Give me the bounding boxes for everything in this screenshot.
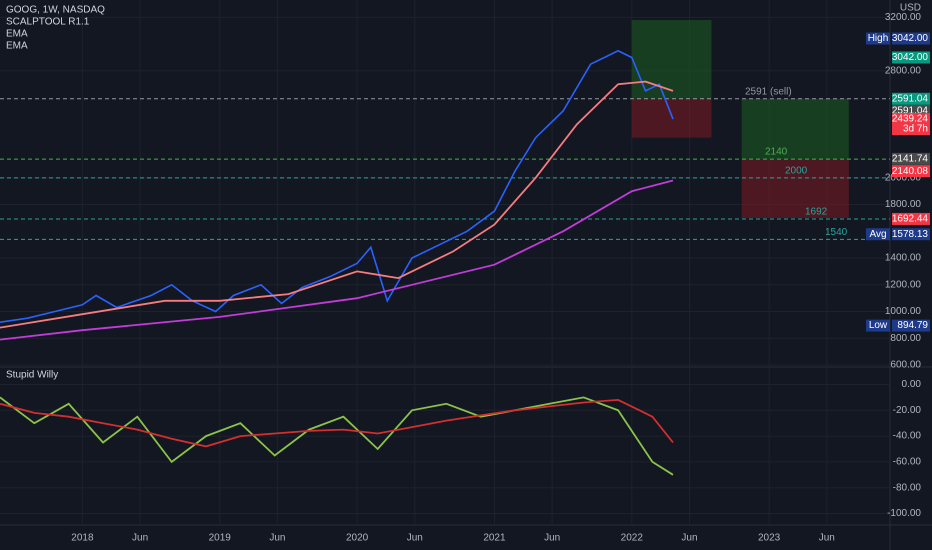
badge-name-bg — [866, 32, 890, 45]
price-badge — [892, 228, 930, 241]
y-tick-label: 1400.00 — [885, 253, 922, 264]
level-label: 2140 — [765, 147, 788, 158]
price-badge-label: 2141.74 — [892, 154, 929, 165]
series-line — [0, 179, 674, 341]
badge-name: Avg — [869, 229, 886, 240]
y-tick-label: -20.00 — [893, 405, 922, 416]
y-tick-label: -80.00 — [893, 482, 922, 493]
price-badge — [892, 113, 930, 136]
price-badge-label: 3042.00 — [892, 52, 929, 63]
price-badge-label: 2591.04 — [892, 93, 929, 104]
x-tick-label: Jun — [681, 533, 697, 544]
x-tick-label: 2023 — [758, 533, 781, 544]
price-badge — [892, 92, 930, 105]
y-tick-label: 1800.00 — [885, 199, 922, 210]
y-tick-label: 0.00 — [902, 379, 922, 390]
price-badge-label: 2439.24 — [892, 114, 929, 125]
y-tick-label: 2800.00 — [885, 66, 922, 77]
price-badge-label: 2140.08 — [892, 166, 929, 177]
price-badge — [892, 165, 930, 178]
x-tick-label: 2018 — [71, 533, 94, 544]
series-line — [0, 80, 674, 329]
price-badge — [892, 152, 930, 165]
price-badge-label: 2591.04 — [892, 106, 929, 117]
trade-zone — [741, 98, 849, 160]
price-badge — [892, 32, 930, 45]
indicator: EMA — [6, 41, 28, 52]
badge-name: Low — [869, 320, 888, 331]
indicator: EMA — [6, 29, 28, 40]
x-tick-label: 2021 — [483, 533, 506, 544]
y-tick-label: -60.00 — [893, 457, 922, 468]
indicator: SCALPTOOL R1.1 — [6, 17, 90, 28]
level-label: 1540 — [825, 227, 848, 238]
y-tick-label: 1200.00 — [885, 279, 922, 290]
symbol: GOOG, 1W, NASDAQ — [6, 5, 105, 16]
x-tick-label: 2022 — [621, 533, 644, 544]
y-tick-label: -40.00 — [893, 431, 922, 442]
plot — [0, 20, 890, 476]
price-badge — [892, 51, 930, 64]
x-tick-label: Jun — [819, 533, 835, 544]
price-badge-label: 894.79 — [897, 320, 928, 331]
x-tick-label: Jun — [132, 533, 148, 544]
badge-name: High — [868, 33, 889, 44]
trade-zone — [631, 98, 712, 138]
level-label: 2591 (sell) — [745, 86, 792, 97]
x-tick-label: 2019 — [209, 533, 232, 544]
y-tick-label: 600.00 — [890, 360, 921, 371]
price-badge — [892, 319, 930, 332]
currency: USD — [900, 3, 921, 14]
y-tick-label: 3200.00 — [885, 12, 922, 23]
price-badge — [892, 212, 930, 225]
x-tick-label: 2020 — [346, 533, 369, 544]
level-label: 2000 — [785, 165, 808, 176]
y-tick-label: 1000.00 — [885, 306, 922, 317]
trade-zone — [631, 20, 712, 99]
y-tick-label: 800.00 — [890, 333, 921, 344]
series-line — [0, 49, 674, 323]
countdown: 3d 7h — [903, 124, 928, 135]
badge-name-bg — [866, 319, 890, 332]
x-tick-label: Jun — [407, 533, 423, 544]
trade-zone — [741, 159, 849, 218]
badge-name-bg — [866, 228, 890, 241]
price-badge-label: 1578.13 — [892, 229, 929, 240]
y-tick-label: -100.00 — [887, 508, 921, 519]
series-line — [0, 398, 674, 448]
series-line — [0, 396, 674, 476]
x-tick-label: Jun — [269, 533, 285, 544]
price-badge-label: 3042.00 — [892, 33, 929, 44]
indicator-title: Stupid Willy — [6, 370, 58, 381]
level-label: 1692 — [805, 207, 828, 218]
x-tick-label: Jun — [544, 533, 560, 544]
y-tick-label: 2000.00 — [885, 172, 922, 183]
price-badge-label: 1692.44 — [892, 214, 929, 225]
